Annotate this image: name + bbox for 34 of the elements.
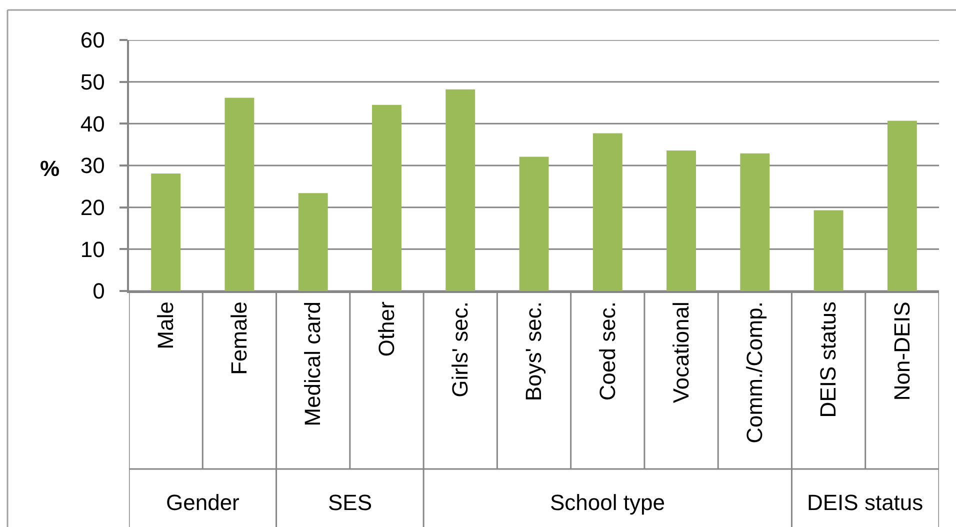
- x-tick-label: DEIS status: [816, 302, 841, 418]
- y-tick-label: 50: [80, 70, 105, 95]
- bar: [887, 120, 917, 291]
- x-tick-label: Coed sec.: [594, 302, 620, 401]
- x-tick-label: Vocational: [668, 302, 694, 404]
- x-tick-label: Male: [152, 302, 178, 350]
- y-tick-label: 30: [80, 153, 105, 178]
- x-tick-label: Girls' sec.: [448, 302, 473, 398]
- text: Gender: [166, 490, 240, 515]
- bar: [446, 89, 476, 291]
- y-tick-label: 10: [80, 236, 105, 262]
- text: School type: [550, 490, 665, 515]
- bar: [740, 153, 770, 291]
- y-axis-title: %: [40, 156, 60, 181]
- bar: [814, 210, 844, 291]
- y-tick-label: 0: [92, 278, 105, 304]
- y-tick-label: 60: [80, 28, 105, 53]
- text: SES: [328, 490, 372, 515]
- x-tick-label: Boys' sec.: [521, 302, 546, 402]
- x-tick-label: Comm./Comp.: [742, 302, 768, 444]
- y-tick-label: 20: [80, 195, 105, 220]
- text: DEIS status: [807, 490, 924, 515]
- bar: [372, 104, 402, 291]
- bar: [519, 156, 549, 291]
- bar: [224, 98, 254, 291]
- bar: [151, 173, 181, 291]
- x-tick-label: Non-DEIS: [889, 302, 914, 401]
- x-tick-label: Medical card: [300, 302, 326, 426]
- x-tick-label: Female: [226, 302, 252, 375]
- y-tick-label: 40: [80, 111, 105, 136]
- bar: [666, 150, 696, 291]
- x-tick-label: Other: [374, 302, 399, 357]
- bar: [298, 193, 328, 291]
- bar: [592, 133, 622, 291]
